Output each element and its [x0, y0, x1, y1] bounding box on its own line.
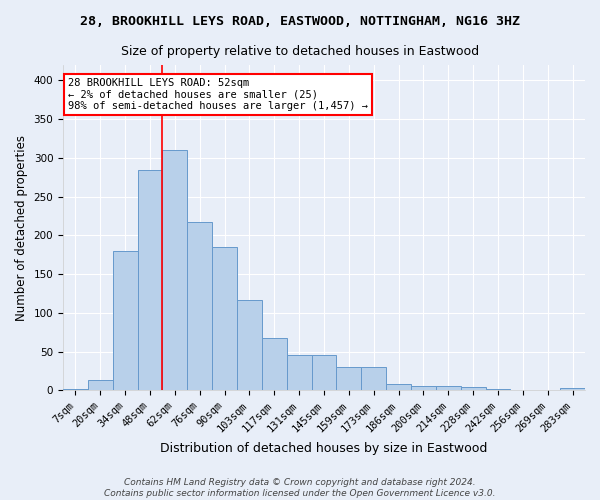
Bar	[137, 170, 163, 390]
Bar	[436, 386, 461, 390]
Bar	[163, 150, 187, 390]
Bar	[485, 389, 511, 390]
Bar	[237, 300, 262, 390]
Text: Size of property relative to detached houses in Eastwood: Size of property relative to detached ho…	[121, 45, 479, 58]
Bar	[386, 384, 411, 390]
Bar	[212, 247, 237, 390]
Text: Contains HM Land Registry data © Crown copyright and database right 2024.
Contai: Contains HM Land Registry data © Crown c…	[104, 478, 496, 498]
Bar	[287, 354, 311, 390]
Bar	[311, 356, 337, 390]
Bar	[337, 367, 361, 390]
Y-axis label: Number of detached properties: Number of detached properties	[15, 134, 28, 320]
Bar	[88, 380, 113, 390]
Bar	[461, 388, 485, 390]
X-axis label: Distribution of detached houses by size in Eastwood: Distribution of detached houses by size …	[160, 442, 488, 455]
Bar	[113, 251, 137, 390]
Text: 28 BROOKHILL LEYS ROAD: 52sqm
← 2% of detached houses are smaller (25)
98% of se: 28 BROOKHILL LEYS ROAD: 52sqm ← 2% of de…	[68, 78, 368, 111]
Bar	[411, 386, 436, 390]
Bar	[187, 222, 212, 390]
Bar	[560, 388, 585, 390]
Text: 28, BROOKHILL LEYS ROAD, EASTWOOD, NOTTINGHAM, NG16 3HZ: 28, BROOKHILL LEYS ROAD, EASTWOOD, NOTTI…	[80, 15, 520, 28]
Bar	[361, 367, 386, 390]
Bar	[63, 389, 88, 390]
Bar	[262, 338, 287, 390]
